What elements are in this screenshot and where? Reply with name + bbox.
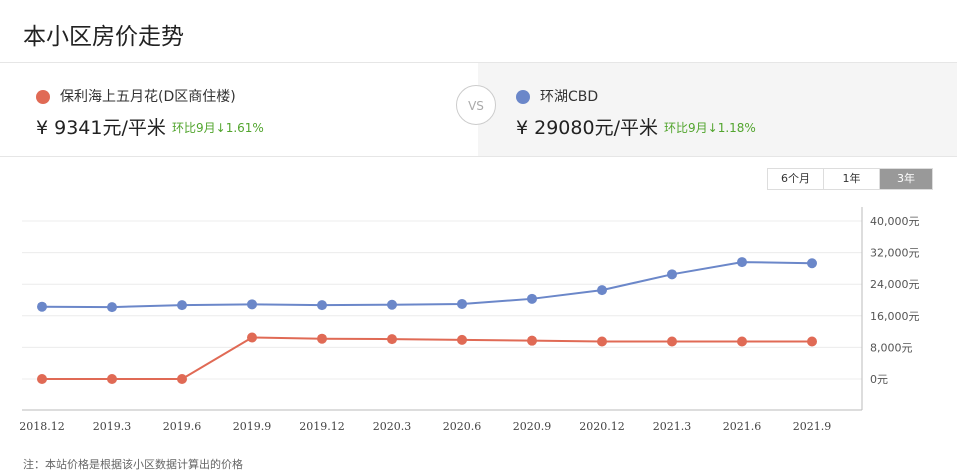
x-tick-label: 2020.3 [373,420,412,433]
x-tick-label: 2021.3 [653,420,692,433]
y-tick-label: 8,000元 [870,341,913,354]
y-tick-label: 32,000元 [870,247,920,260]
x-tick-label: 2021.9 [793,420,832,433]
price-trend-chart: 0元 8,000元 16,000元 24,000元 32,000元 40,000元 2018… [19,207,920,433]
data-point [597,285,607,296]
right-price: ¥ 29080元/平米 [516,117,658,139]
series-line [41,261,813,309]
vs-badge: VS [456,85,496,125]
range-tabs: 6个月 1年 3年 [767,168,933,190]
data-point [107,302,117,313]
data-point [247,299,257,310]
tab-1-year[interactable]: 1年 [824,169,880,189]
y-tick-label: 0元 [870,373,888,386]
data-point [457,334,467,345]
data-point [737,257,747,268]
x-tick-label: 2019.6 [163,420,202,433]
x-tick-label: 2020.12 [579,420,625,433]
page-title: 本小区房价走势 [23,24,184,50]
right-community-name: 环湖CBD [540,89,599,105]
data-point [387,334,397,345]
data-point [737,336,747,347]
data-point [37,301,47,312]
community-right-card: 环湖CBD ¥ 29080元/平米 环比9月↓1.18% [478,63,957,156]
left-change: 环比9月↓1.61% [172,121,264,135]
data-point [807,258,817,269]
right-change: 环比9月↓1.18% [664,121,756,135]
data-point [457,298,467,309]
data-point [807,336,817,347]
x-tick-label: 2021.6 [723,420,762,433]
x-tick-label: 2019.12 [299,420,345,433]
data-point [107,374,117,384]
data-point [317,300,327,311]
left-price: ¥ 9341元/平米 [36,117,166,139]
data-point [387,299,397,310]
data-point [667,336,677,347]
data-point [247,332,257,343]
data-point [527,335,537,346]
x-tick-label: 2019.9 [233,420,272,433]
data-point [177,300,187,311]
data-point [667,269,677,280]
footnote: 注：本站价格是根据该小区数据计算出的价格 [23,458,243,471]
data-point [527,293,537,304]
series-line [42,336,812,380]
x-tick-label: 2020.6 [443,420,482,433]
tab-3-years[interactable]: 3年 [880,169,932,189]
tab-6-months[interactable]: 6个月 [768,169,824,189]
y-tick-label: 24,000元 [870,278,920,291]
comparison-panel: 保利海上五月花(D区商住楼) ¥ 9341元/平米 环比9月↓1.61% 环湖C… [0,62,957,157]
data-point [597,336,607,347]
x-tick-label: 2019.3 [93,420,132,433]
community-left-card: 保利海上五月花(D区商住楼) ¥ 9341元/平米 环比9月↓1.61% [0,63,478,156]
y-tick-label: 40,000元 [870,215,920,228]
left-community-name: 保利海上五月花(D区商住楼) [60,89,236,105]
data-point [317,333,327,344]
right-series-dot [516,90,530,104]
data-point [177,374,187,384]
x-tick-label: 2020.9 [513,420,552,433]
left-series-dot [36,90,50,104]
data-point [37,374,47,384]
x-tick-label: 2018.12 [19,420,65,433]
y-tick-label: 16,000元 [870,310,920,323]
